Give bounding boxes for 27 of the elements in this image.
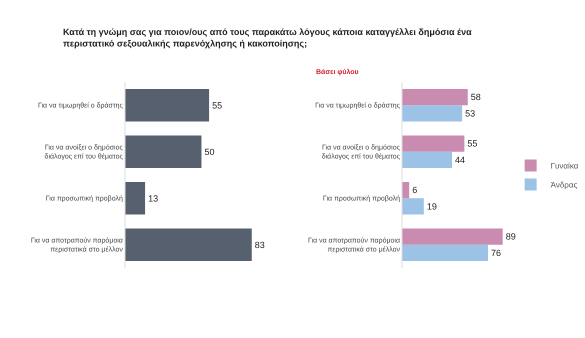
bar — [402, 88, 468, 106]
data-label: 53 — [465, 108, 476, 118]
data-label: 89 — [506, 232, 516, 242]
data-label: 19 — [426, 201, 437, 212]
bar — [402, 198, 424, 215]
data-label: 58 — [470, 92, 481, 102]
bar — [402, 152, 452, 168]
bar — [402, 228, 503, 245]
bar — [402, 105, 462, 122]
legend-label: Γυναίκα — [550, 162, 579, 171]
bar — [125, 182, 146, 215]
data-label: 13 — [148, 193, 158, 204]
data-label: 6 — [412, 185, 418, 196]
data-label: 44 — [454, 154, 466, 165]
data-label: 83 — [254, 240, 265, 250]
bar — [402, 135, 464, 152]
data-label: 55 — [212, 100, 222, 110]
bar — [125, 88, 210, 122]
bar — [125, 135, 202, 168]
data-label: 76 — [491, 248, 502, 258]
data-label: 55 — [467, 138, 478, 149]
data-label: 50 — [204, 146, 214, 157]
legend-label: Άνδρας — [550, 180, 578, 190]
chart-title: Κατά τη γνώμη σας για ποιον/ους από τους παρακάτω λόγους κάποια καταγγέλλει δημόσια ένα περιστατικό σεξουαλικής παρενόχλησης ή κακοποίησης; — [63, 27, 472, 49]
bar — [402, 244, 488, 262]
bar — [402, 182, 410, 198]
bar — [125, 228, 252, 262]
